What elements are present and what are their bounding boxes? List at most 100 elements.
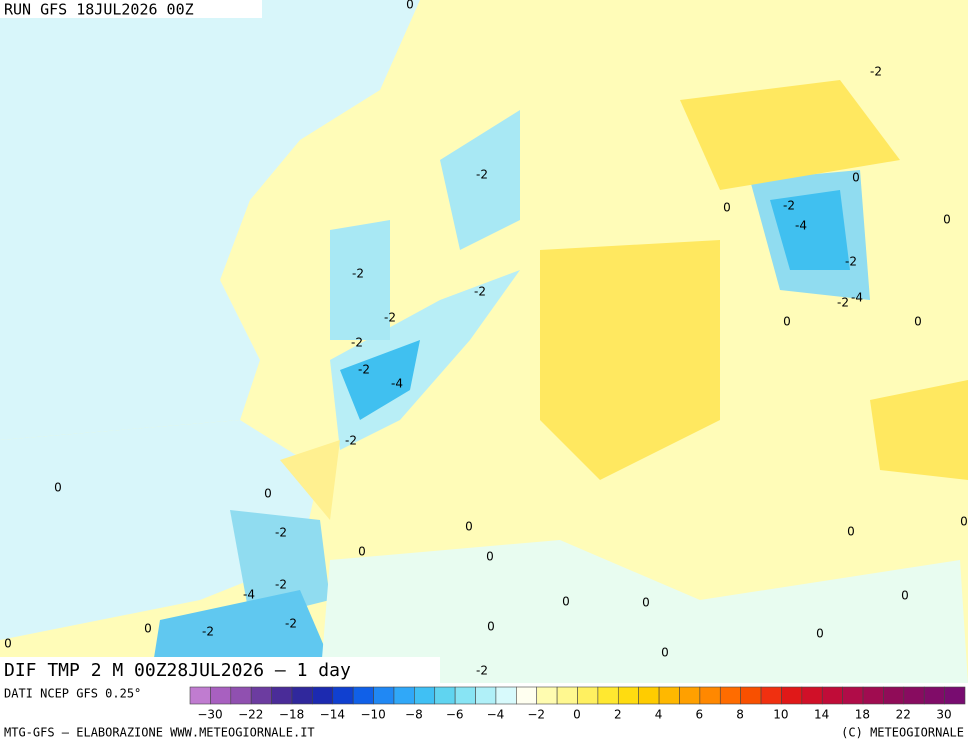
colorbar-swatch bbox=[944, 686, 966, 705]
colorbar-label: 4 bbox=[655, 708, 663, 722]
colorbar-label: −18 bbox=[279, 708, 304, 722]
colorbar-label: 14 bbox=[814, 708, 829, 722]
contour-label: 0 bbox=[4, 637, 12, 651]
contour-label: 0 bbox=[943, 213, 951, 227]
colorbar-swatch bbox=[821, 686, 843, 705]
colorbar-swatch bbox=[454, 686, 476, 705]
run-box bbox=[0, 0, 262, 18]
colorbar-swatch bbox=[536, 686, 558, 705]
contour-label: -2 bbox=[870, 65, 882, 79]
run-label: RUN GFS 18JUL2026 00Z bbox=[4, 1, 194, 19]
contour-label: 0 bbox=[901, 589, 909, 603]
contour-label: 0 bbox=[960, 515, 968, 529]
map-background bbox=[0, 0, 968, 683]
colorbar-swatch bbox=[332, 686, 354, 705]
contour-label: -2 bbox=[345, 434, 357, 448]
footer-right: (C) METEOGIORNALE bbox=[841, 726, 964, 740]
colorbar-swatch bbox=[577, 686, 599, 705]
colorbar-swatch bbox=[617, 686, 639, 705]
colorbar-swatch bbox=[271, 686, 293, 705]
colorbar-label: 18 bbox=[855, 708, 870, 722]
colorbar-label: 22 bbox=[896, 708, 911, 722]
contour-label: -2 bbox=[358, 363, 370, 377]
colorbar-label: 10 bbox=[773, 708, 788, 722]
colorbar-label: 2 bbox=[614, 708, 622, 722]
contour-label: 0 bbox=[465, 520, 473, 534]
colorbar-swatch bbox=[312, 686, 334, 705]
colorbar-label: −6 bbox=[446, 708, 464, 722]
colorbar-swatch bbox=[210, 686, 232, 705]
contour-label: -4 bbox=[391, 377, 403, 391]
colorbar-swatch bbox=[842, 686, 864, 705]
contour-label: -2 bbox=[285, 617, 297, 631]
colorbar-swatch bbox=[352, 686, 374, 705]
contour-label: 0 bbox=[661, 646, 669, 660]
contour-label: 0 bbox=[358, 545, 366, 559]
contour-label: -2 bbox=[275, 526, 287, 540]
colorbar-label: −30 bbox=[197, 708, 222, 722]
colorbar-swatch bbox=[801, 686, 823, 705]
colorbar-label: 6 bbox=[696, 708, 704, 722]
contour-labels: 0-20-20 -2-4 0-2-2-2-2 -40 0-2-2-2-4-20 0-2 0 0… bbox=[4, 0, 968, 678]
colorbar-swatch bbox=[638, 686, 660, 705]
contour-label: 0 bbox=[816, 627, 824, 641]
colorbar: −30 −22 −18 −14 −10 −8 −6 −4 −2 0 2 4 6 8 10 14 18 22 30 bbox=[189, 686, 966, 722]
colorbar-label: −8 bbox=[405, 708, 423, 722]
colorbar-swatch bbox=[556, 686, 578, 705]
contour-label: -2 bbox=[202, 625, 214, 639]
contour-label: 0 bbox=[723, 201, 731, 215]
colorbar-swatch bbox=[903, 686, 925, 705]
contour-label: 0 bbox=[847, 525, 855, 539]
contour-label: -2 bbox=[783, 199, 795, 213]
colorbar-label: −22 bbox=[238, 708, 263, 722]
colorbar-swatch bbox=[414, 686, 436, 705]
colorbar-swatch bbox=[719, 686, 741, 705]
colorbar-swatch bbox=[781, 686, 803, 705]
contour-label: -2 bbox=[351, 336, 363, 350]
colorbar-swatch bbox=[760, 686, 782, 705]
contour-label: 0 bbox=[406, 0, 414, 12]
contour-label: 0 bbox=[486, 550, 494, 564]
colorbar-swatch bbox=[250, 686, 272, 705]
colorbar-label: 8 bbox=[736, 708, 744, 722]
colorbar-swatch bbox=[658, 686, 680, 705]
contour-label: -2 bbox=[837, 296, 849, 310]
contour-label: -2 bbox=[476, 168, 488, 182]
contour-label: -4 bbox=[795, 219, 807, 233]
colorbar-swatch bbox=[679, 686, 701, 705]
colorbar-swatch bbox=[291, 686, 313, 705]
contour-label: -4 bbox=[851, 291, 863, 305]
contour-label: -2 bbox=[476, 664, 488, 678]
contour-label: -2 bbox=[845, 255, 857, 269]
contour-label: 0 bbox=[264, 487, 272, 501]
contour-label: 0 bbox=[783, 315, 791, 329]
colorbar-label: −4 bbox=[487, 708, 505, 722]
footer-left: MTG-GFS – ELABORAZIONE WWW.METEOGIORNALE… bbox=[4, 726, 315, 740]
colorbar-swatch bbox=[434, 686, 456, 705]
colorbar-swatch bbox=[699, 686, 721, 705]
colorbar-swatch bbox=[393, 686, 415, 705]
contour-label: 0 bbox=[144, 622, 152, 636]
colorbar-label: −2 bbox=[527, 708, 545, 722]
colorbar-swatch bbox=[516, 686, 538, 705]
contour-label: 0 bbox=[54, 481, 62, 495]
colorbar-swatch bbox=[373, 686, 395, 705]
colorbar-swatch bbox=[923, 686, 945, 705]
colorbar-swatch bbox=[862, 686, 884, 705]
colorbar-swatch bbox=[883, 686, 905, 705]
colorbar-swatch bbox=[495, 686, 517, 705]
colorbar-label: 0 bbox=[573, 708, 581, 722]
contour-label: 0 bbox=[487, 620, 495, 634]
colorbar-label: −10 bbox=[360, 708, 385, 722]
colorbar-swatch bbox=[475, 686, 497, 705]
colorbar-label: −14 bbox=[320, 708, 345, 722]
contour-label: -2 bbox=[384, 311, 396, 325]
contour-label: -4 bbox=[243, 588, 255, 602]
contour-label: 0 bbox=[642, 596, 650, 610]
contour-label: 0 bbox=[914, 315, 922, 329]
map-title: DIF TMP 2 M 00Z28JUL2026 – 1 day bbox=[4, 660, 351, 681]
data-source: DATI NCEP GFS 0.25° bbox=[4, 687, 141, 701]
colorbar-swatch bbox=[740, 686, 762, 705]
